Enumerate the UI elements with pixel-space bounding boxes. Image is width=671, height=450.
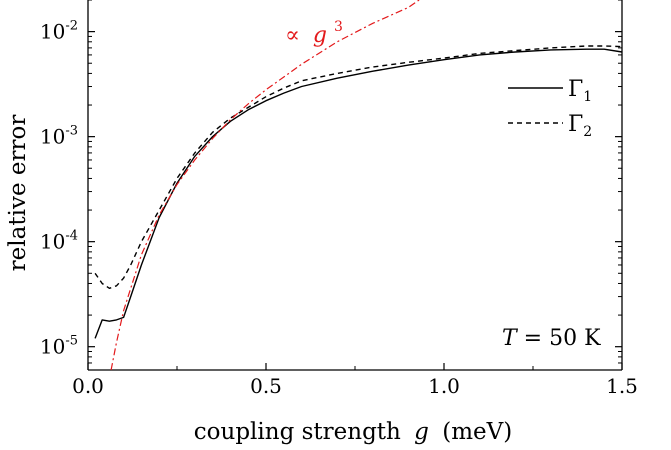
legend: Γ1 Γ2 <box>508 77 592 140</box>
x-axis-label-var: g <box>414 419 429 445</box>
plot-frame <box>87 0 623 371</box>
y-tick-label: 10-3 <box>40 124 78 149</box>
series-gamma1-line <box>94 48 623 339</box>
x-tick-label: 1.5 <box>606 374 638 398</box>
legend-label-gamma2: Γ2 <box>568 112 592 140</box>
y-tick-label: 10-2 <box>40 19 78 44</box>
y-axis-ticks: 10-5 10-4 10-3 10-2 <box>40 0 622 371</box>
y-tick-label: 10-5 <box>40 334 78 359</box>
x-axis-label-unit: (meV) <box>442 419 512 445</box>
x-tick-label: 0.0 <box>72 374 104 398</box>
temperature-annotation: T = 50 K <box>502 326 601 351</box>
x-axis-ticks: 0.0 0.5 1.0 1.5 <box>72 363 638 398</box>
x-tick-label: 0.5 <box>250 374 282 398</box>
y-tick-label: 10-4 <box>40 229 78 254</box>
series-gamma2-line <box>94 45 623 289</box>
series-layer <box>94 0 623 371</box>
y-axis-label: relative error <box>5 115 31 272</box>
temperature-var: T <box>502 326 519 351</box>
temperature-text: = 50 K <box>517 326 601 351</box>
x-axis-label-text: coupling strength <box>194 419 401 445</box>
proportional-var: g <box>313 23 327 48</box>
x-tick-label: 1.0 <box>428 374 460 398</box>
proportional-annotation: ∝ g 3 <box>285 19 343 48</box>
series-g-cubed-line <box>110 0 420 371</box>
proportional-symbol: ∝ <box>285 23 300 48</box>
x-axis-label: coupling strength g (meV) <box>194 419 512 445</box>
proportional-exp: 3 <box>334 19 343 35</box>
legend-label-gamma1: Γ1 <box>568 77 592 105</box>
